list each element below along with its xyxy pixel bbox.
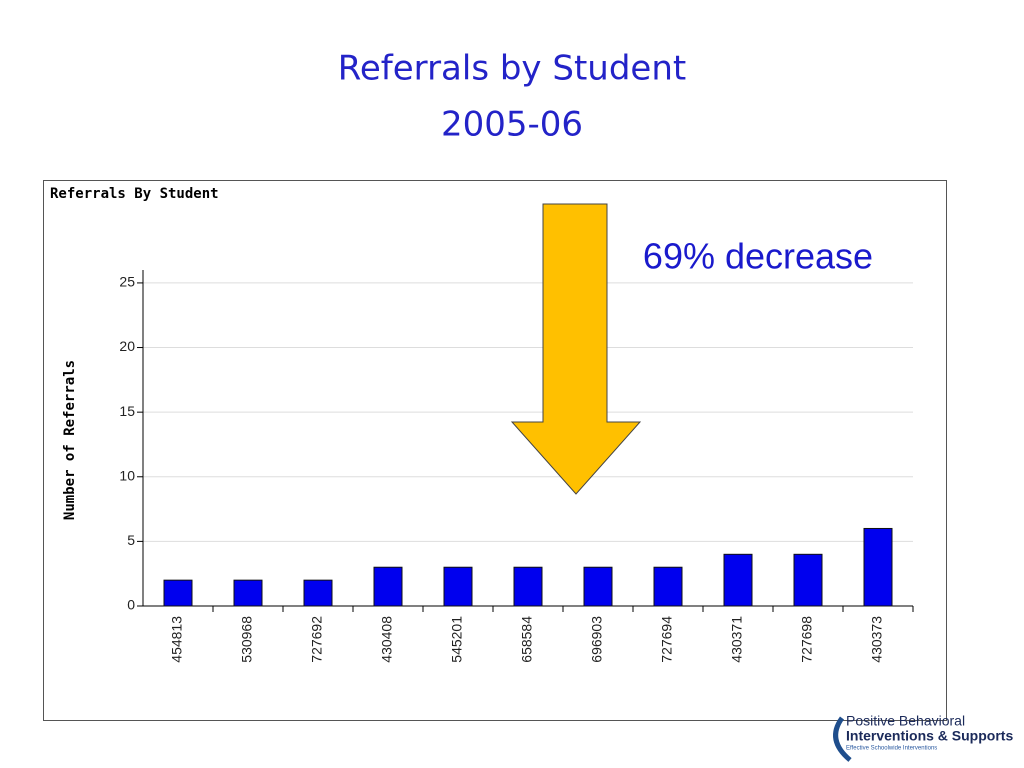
bar xyxy=(863,527,893,607)
logo-line3: Effective Schoolwide Interventions xyxy=(846,746,937,752)
x-tick-label: 658584 xyxy=(519,616,535,663)
y-tick-label: 0 xyxy=(127,597,135,613)
logo-swoosh xyxy=(833,716,852,762)
y-axis-label: Number of Referrals xyxy=(62,360,78,520)
bar xyxy=(373,566,403,607)
chart-frame xyxy=(43,180,947,721)
x-tick-label: 430371 xyxy=(729,616,745,663)
x-tick-label: 727692 xyxy=(309,616,325,663)
bar xyxy=(233,579,263,607)
logo-line1: Positive Behavioral xyxy=(846,713,965,729)
slide-title: Referrals by Student xyxy=(338,49,686,89)
x-tick-label: 727694 xyxy=(659,616,675,663)
x-tick-label: 545201 xyxy=(449,616,465,663)
x-tick-label: 530968 xyxy=(239,616,255,663)
bar xyxy=(303,579,333,607)
x-tick-label: 430373 xyxy=(869,616,885,663)
bar xyxy=(793,553,823,607)
y-tick-label: 25 xyxy=(119,274,135,290)
bar xyxy=(513,566,543,607)
y-tick-label: 10 xyxy=(119,467,135,483)
x-tick-label: 727698 xyxy=(799,616,815,663)
annotation: 69% decrease xyxy=(643,236,873,277)
logo-line2: Interventions & Supports xyxy=(846,728,1013,744)
y-tick-label: 15 xyxy=(119,403,135,419)
bar xyxy=(723,553,753,607)
bar xyxy=(583,566,613,607)
chart-title: Referrals By Student xyxy=(50,186,219,202)
decrease-arrow xyxy=(510,203,642,495)
plot-area: 0 5 10 15 20 25 454813 530968 727692 430408 545201… xyxy=(119,270,914,663)
y-tick-label: 20 xyxy=(119,338,135,354)
bar xyxy=(443,566,473,607)
x-tick-label: 430408 xyxy=(379,616,395,663)
x-tick-label: 454813 xyxy=(169,616,185,663)
y-tick-label: 5 xyxy=(127,532,135,548)
bar xyxy=(653,566,683,607)
slide-subtitle: 2005-06 xyxy=(441,105,583,145)
bar xyxy=(163,579,193,607)
x-tick-label: 696903 xyxy=(589,616,605,663)
